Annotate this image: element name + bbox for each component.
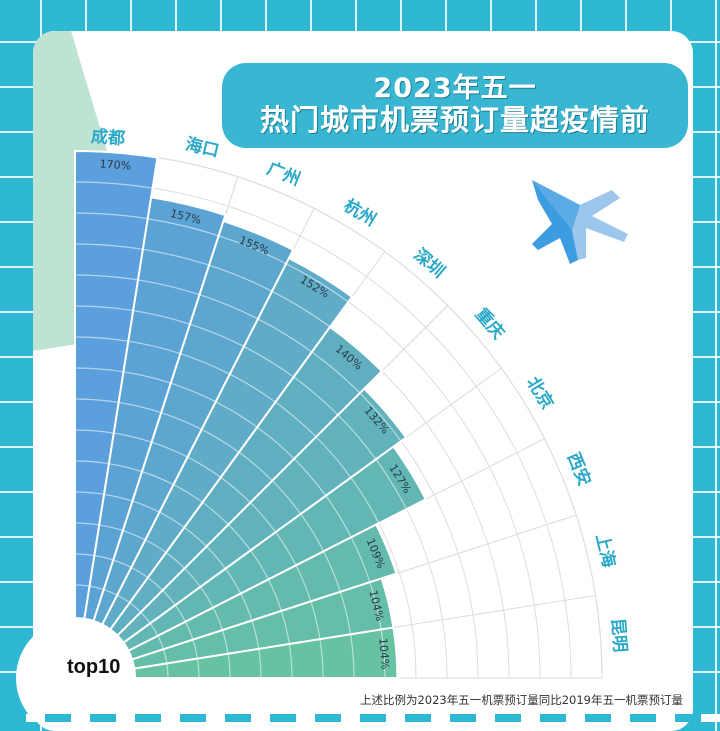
- bar-value-label: 170%: [99, 157, 131, 172]
- bar-10: 104%: [133, 626, 399, 679]
- bar-value-label: 104%: [376, 637, 391, 669]
- category-label: 西安: [563, 450, 595, 489]
- category-label: 广州: [264, 158, 303, 190]
- airplane-icon: [532, 180, 628, 264]
- title-line-2: 热门城市机票预订量超疫情前: [259, 103, 650, 138]
- bar-2: 157%: [83, 196, 227, 623]
- center-hole: [16, 619, 134, 722]
- title-line-1: 2023年五一: [373, 73, 537, 105]
- category-label: 成都: [90, 126, 126, 150]
- bottom-border: [0, 714, 720, 722]
- top10-badge: top10: [67, 656, 121, 678]
- category-label: 海口: [183, 133, 221, 161]
- category-label: 上海: [591, 532, 619, 570]
- footnote: 上述比例为2023年五一机票预订量同比2019年五一机票预订量: [359, 693, 683, 707]
- category-label: 昆明: [607, 618, 630, 653]
- title-banner: 2023年五一 热门城市机票预订量超疫情前: [222, 63, 688, 148]
- bars: 170%157%155%152%140%132%127%109%104%104%: [74, 149, 428, 679]
